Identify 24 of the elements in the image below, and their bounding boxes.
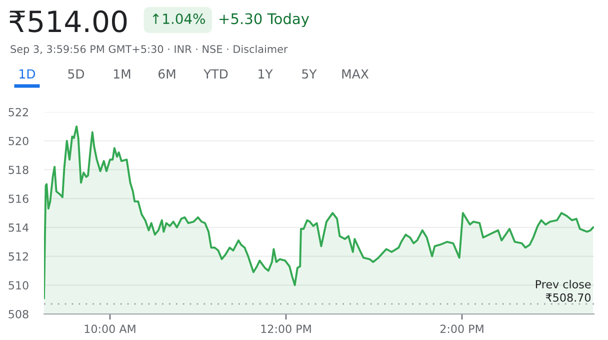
text: YTD	[204, 69, 228, 78]
y-tick-label: 520	[8, 136, 28, 146]
text: 5Y	[302, 69, 317, 79]
text: MAX	[342, 69, 369, 78]
x-tick-label: 10:00 AM	[84, 324, 136, 334]
chart-title: ₹514.00	[10, 10, 127, 32]
y-tick-label: 512	[8, 252, 28, 261]
text: 6M	[158, 69, 176, 79]
y-tick-label: 514	[8, 224, 28, 232]
y-tick-label: 516	[8, 194, 28, 203]
text: Sep 3, 3:59:56 PM GMT+5:30 · INR · NSE · Disclaimer	[10, 44, 288, 56]
y-tick-label: 508	[8, 310, 28, 318]
y-tick-label: 522	[8, 108, 28, 116]
text: 1Y	[258, 69, 273, 78]
text: ↑1.04%	[152, 14, 205, 24]
x-tick-label: 12:00 PM	[261, 324, 311, 334]
text: 1D	[20, 69, 36, 78]
y-tick-label: 518	[8, 166, 28, 174]
text: 5D	[68, 69, 84, 79]
text: 1M	[114, 69, 130, 78]
ref-line-label: Prev close ₹508.70	[536, 280, 591, 302]
y-tick-label: 510	[8, 281, 28, 290]
text: +5.30 Today	[220, 12, 310, 28]
x-tick-label: 2:00 PM	[440, 324, 484, 334]
